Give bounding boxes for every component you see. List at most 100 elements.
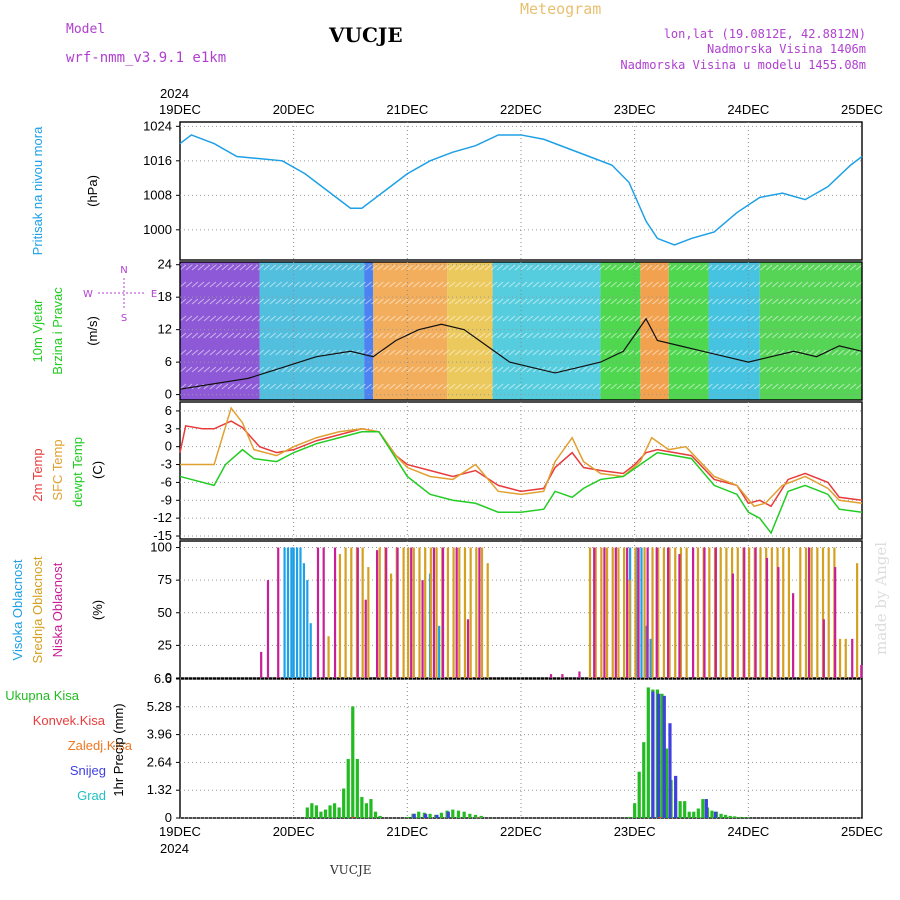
wind-barb (233, 298, 241, 305)
wind-barb (652, 332, 659, 339)
wind-barb (191, 366, 199, 373)
wind-barb (245, 281, 253, 288)
wind-barb (670, 349, 677, 356)
wind-barb (825, 281, 833, 288)
wind-barb (430, 298, 438, 305)
bar-cloud (421, 580, 424, 678)
wind-barb (676, 315, 683, 322)
wind-barb (365, 349, 372, 356)
wind-barb (634, 332, 641, 339)
wind-barb (353, 264, 360, 271)
wind-barb (861, 383, 869, 390)
wind-barb (323, 349, 330, 356)
wind-barb (771, 349, 779, 356)
bar-cloud (644, 625, 648, 678)
bar-precip (627, 816, 631, 818)
wind-barb (526, 298, 534, 305)
wind-barb (185, 298, 193, 305)
bar-cloud (350, 547, 353, 678)
wind-barb (694, 332, 701, 339)
wind-barb (490, 366, 498, 373)
wind-barb (831, 264, 839, 271)
wind-barb (831, 366, 839, 373)
wind-barb (849, 366, 857, 373)
wind-barb (401, 383, 408, 390)
wind-barb (514, 315, 522, 322)
wind-barb (526, 281, 534, 288)
wind-barb (610, 349, 618, 356)
wind-barb (299, 264, 306, 271)
wind-barb (347, 366, 354, 373)
wind-barb (239, 366, 247, 373)
wind-barb (843, 366, 851, 373)
wind-barb (532, 281, 540, 288)
wind-barb (496, 315, 504, 322)
wind-barb (215, 349, 223, 356)
wind-barb (359, 332, 366, 339)
bar-precip (373, 811, 378, 818)
wind-barb (646, 366, 653, 373)
wind-barb (759, 298, 767, 305)
wind-barb (861, 332, 869, 339)
wind-barb (227, 349, 235, 356)
wind-barb (556, 298, 564, 305)
wind-barb (263, 349, 271, 356)
wind-barb (712, 281, 719, 288)
wind-barb (263, 298, 271, 305)
wind-barb (718, 315, 725, 322)
ylabel-wind-unit: (m/s) (85, 316, 100, 346)
wind-barb (221, 298, 229, 305)
wind-barb (807, 332, 815, 339)
wind-barb (203, 281, 211, 288)
wind-barb (209, 383, 217, 390)
wind-barb (604, 264, 612, 271)
wind-barb (628, 315, 636, 322)
wind-barb (203, 349, 211, 356)
wind-barb (855, 366, 863, 373)
wind-barb (197, 264, 205, 271)
bar-precip (378, 815, 382, 818)
bar-cloud (367, 567, 370, 678)
wind-barb (407, 332, 414, 339)
wind-barb (335, 315, 342, 322)
wind-barb (407, 298, 414, 305)
ylabel-temp-dewpt: dewpt Temp (70, 437, 85, 507)
wind-barb (215, 298, 223, 305)
wind-barb (293, 349, 300, 356)
wind-barb (197, 332, 205, 339)
wind-barb (197, 298, 205, 305)
wind-barb (598, 315, 606, 322)
x-tick-label-top: 20DEC (273, 102, 315, 117)
wind-barb (383, 264, 390, 271)
bar-precip (704, 799, 708, 818)
ylabel-wind-2: Brzina i Pravac (50, 287, 65, 375)
wind-barb (706, 281, 713, 288)
wind-barb (269, 349, 277, 356)
bar-cloud (364, 599, 367, 678)
wind-barb (730, 383, 737, 390)
bar-cloud (389, 573, 393, 678)
wind-barb (389, 298, 396, 305)
wind-barb (676, 264, 683, 271)
bar-cloud (679, 547, 683, 678)
wind-barb (807, 349, 815, 356)
wind-barb (466, 315, 474, 322)
wind-barb (736, 349, 743, 356)
wind-barb (843, 315, 851, 322)
wind-barb (640, 349, 647, 356)
bar-precip (369, 799, 373, 818)
wind-barb (508, 281, 516, 288)
wind-barb (275, 298, 283, 305)
wind-barb (305, 264, 312, 271)
y-tick-label: 1.32 (147, 782, 172, 797)
wind-barb (616, 315, 624, 322)
legend-precip-1: Konvek.Kisa (33, 713, 106, 728)
wind-barb (676, 281, 683, 288)
y-tick-label: 18 (158, 289, 172, 304)
y-tick-label: 1024 (143, 118, 172, 133)
wind-barb (682, 349, 689, 356)
wind-barb (664, 281, 671, 288)
legend-precip-3: Snijeg (70, 763, 106, 778)
wind-barb (281, 281, 289, 288)
legend-precip-0: Ukupna Kisa (5, 688, 79, 703)
